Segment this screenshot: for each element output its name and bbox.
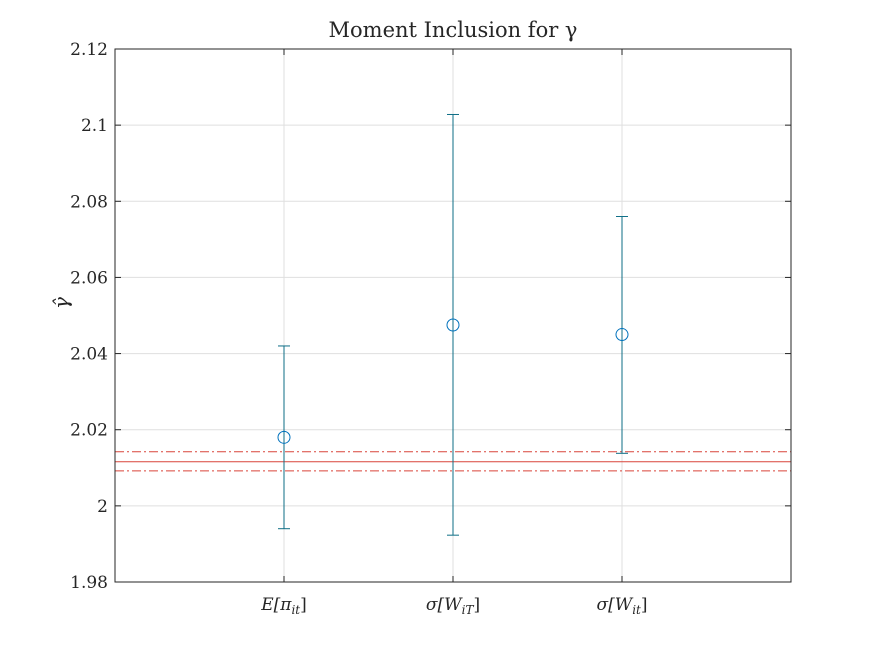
y-tick-label: 2.1: [81, 116, 108, 136]
y-ticks: 1.98 2 2.02 2.04 2.06 2.08 2.1 2.12: [70, 40, 791, 593]
y-axis-label: γ̂: [49, 297, 73, 309]
data-point-marker: [615, 328, 629, 342]
x-tick-label: σ[WiT]: [426, 595, 480, 617]
y-tick-label: 2.08: [70, 192, 108, 212]
data-point-marker: [446, 318, 460, 332]
y-tick-label: 1.98: [70, 573, 108, 593]
y-tick-label: 2.12: [70, 40, 108, 60]
y-tick-label: 2: [97, 497, 108, 517]
y-tick-label: 2.04: [70, 345, 108, 365]
x-ticks: E[πit] σ[WiT] σ[Wit]: [260, 49, 648, 617]
x-tick-label: σ[Wit]: [596, 595, 647, 617]
x-tick-label: E[πit]: [260, 595, 307, 617]
data-point-marker: [277, 430, 291, 444]
series-markers: [277, 113, 629, 536]
y-tick-label: 2.02: [70, 421, 108, 441]
y-tick-label: 2.06: [70, 268, 108, 288]
chart-title: Moment Inclusion for γ: [329, 18, 578, 42]
